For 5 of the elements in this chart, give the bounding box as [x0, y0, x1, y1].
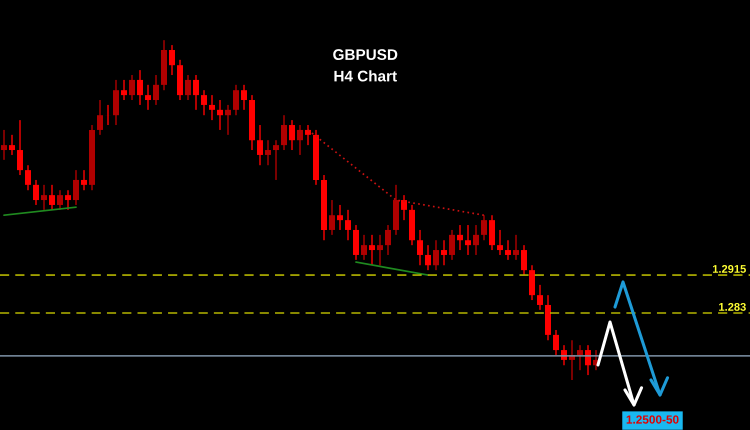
text: H4 Chart	[334, 70, 397, 82]
text: 1.2500-50	[626, 415, 679, 424]
ref-line-label: 1.2915	[712, 264, 746, 273]
text: GBPUSD	[333, 49, 398, 60]
ref-line-label: 1.283	[719, 302, 746, 311]
